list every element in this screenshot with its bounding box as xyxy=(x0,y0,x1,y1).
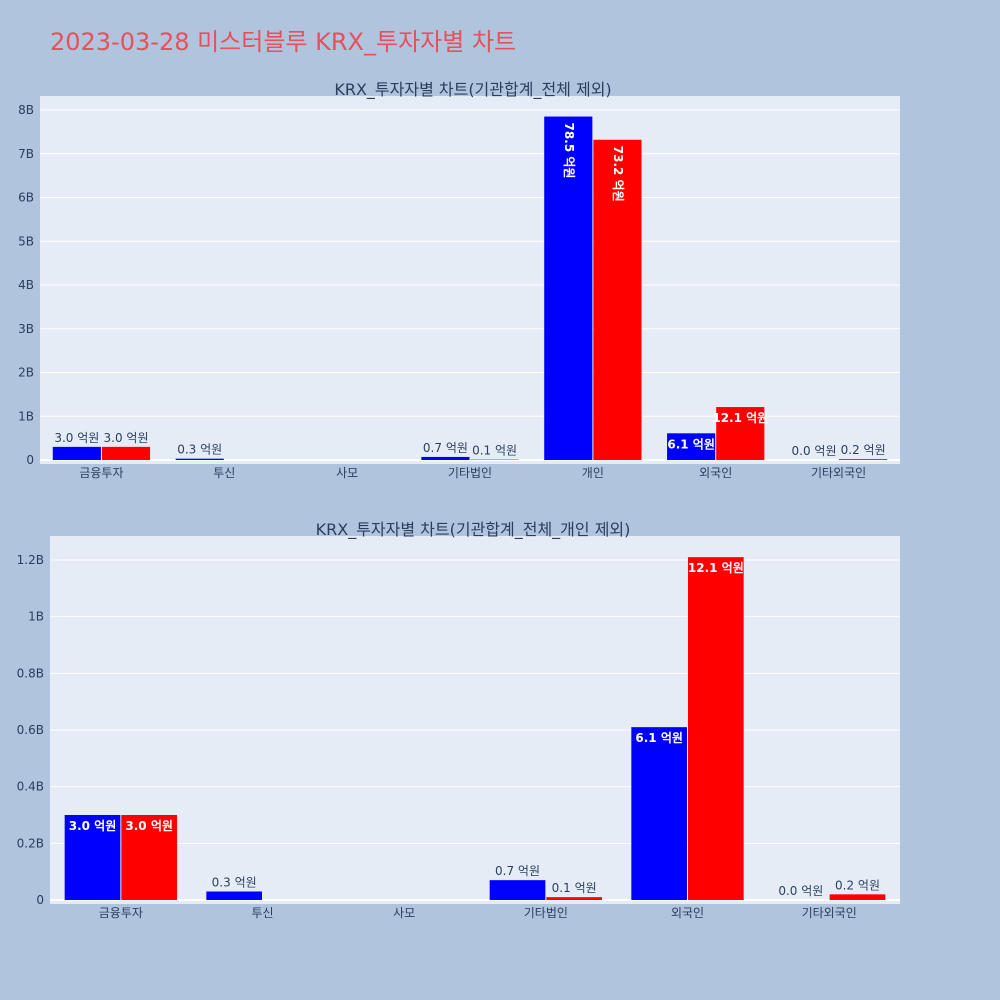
x-tick-label: 투신 xyxy=(251,906,273,920)
data-label: 3.0 억원 xyxy=(69,819,117,833)
y-tick-label: 3B xyxy=(18,322,34,336)
chart-title: KRX_투자자별 차트(기관합계_전체_개인 제외) xyxy=(316,520,631,540)
y-tick-label: 1B xyxy=(28,610,44,624)
x-tick-label: 기타법인 xyxy=(524,906,568,920)
plot-area xyxy=(40,96,900,464)
data-label: 0.3 억원 xyxy=(212,876,257,890)
bar xyxy=(64,815,121,900)
data-label: 0.0 억원 xyxy=(792,444,837,458)
data-label: 3.0 억원 xyxy=(125,819,173,833)
data-label: 3.0 억원 xyxy=(104,431,149,445)
data-label: 3.0 억원 xyxy=(54,431,99,445)
y-tick-label: 0.2B xyxy=(17,836,44,850)
x-tick-label: 사모 xyxy=(393,906,415,920)
page-title: 2023-03-28 미스터블루 KRX_투자자별 차트 xyxy=(50,28,517,56)
bar xyxy=(716,407,765,460)
y-tick-label: 5B xyxy=(18,234,34,248)
x-tick-label: 금융투자 xyxy=(79,466,123,480)
y-tick-label: 8B xyxy=(18,103,34,117)
bar xyxy=(839,459,888,460)
data-label: 0.7 억원 xyxy=(423,441,468,455)
data-label: 12.1 억원 xyxy=(712,411,768,425)
data-label: 0.7 억원 xyxy=(495,864,540,878)
chart-top: KRX_투자자별 차트(기관합계_전체 제외) 0 1B 2B 3B 4B 5B 6B 7B 8… xyxy=(18,80,900,480)
bar xyxy=(52,446,101,460)
data-label: 0.3 억원 xyxy=(177,443,222,457)
data-label: 0.2 억원 xyxy=(835,878,880,892)
chart-title: KRX_투자자별 차트(기관합계_전체 제외) xyxy=(334,80,611,100)
bar xyxy=(544,116,593,460)
y-tick-label: 6B xyxy=(18,191,34,205)
x-tick-label: 사모 xyxy=(336,466,358,480)
bar xyxy=(121,815,177,900)
x-tick-label: 기타외국인 xyxy=(802,906,857,920)
x-tick-label: 투신 xyxy=(213,466,235,480)
data-label: 73.2 억원 xyxy=(611,146,625,202)
data-label: 0.1 억원 xyxy=(472,444,517,458)
x-tick-label: 금융투자 xyxy=(99,906,143,920)
data-label: 78.5 억원 xyxy=(562,123,576,179)
data-label: 6.1 억원 xyxy=(667,437,715,451)
bar xyxy=(101,446,151,460)
chart-bottom: KRX_투자자별 차트(기관합계_전체_개인 제외) 0 0.2B 0.4B 0.6B… xyxy=(17,520,900,920)
y-tick-label: 0.6B xyxy=(17,723,44,737)
data-label: 0.2 억원 xyxy=(841,443,886,457)
bar xyxy=(829,894,886,900)
bar xyxy=(489,880,546,900)
x-tick-label: 외국인 xyxy=(699,466,732,480)
bar xyxy=(421,456,470,460)
bar xyxy=(593,139,642,460)
bar xyxy=(546,897,602,900)
x-tick-label: 기타외국인 xyxy=(811,466,866,480)
bar xyxy=(206,891,262,900)
data-label: 0.0 억원 xyxy=(778,884,823,898)
y-tick-label: 2B xyxy=(18,366,34,380)
data-label: 0.1 억원 xyxy=(552,881,597,895)
x-tick-label: 외국인 xyxy=(671,906,704,920)
y-tick-label: 0 xyxy=(36,893,44,907)
x-tick-label: 개인 xyxy=(582,466,604,480)
y-tick-label: 7B xyxy=(18,147,34,161)
plot-area xyxy=(50,536,900,904)
y-tick-label: 1.2B xyxy=(17,553,44,567)
bar xyxy=(631,727,687,900)
x-tick-label: 기타법인 xyxy=(448,466,492,480)
y-tick-label: 0.8B xyxy=(17,666,44,680)
y-tick-label: 1B xyxy=(18,409,34,423)
bar xyxy=(175,458,224,460)
y-tick-label: 0.4B xyxy=(17,780,44,794)
y-tick-label: 0 xyxy=(26,453,34,467)
y-tick-label: 4B xyxy=(18,278,34,292)
bar xyxy=(667,433,716,460)
bar xyxy=(688,557,744,900)
data-label: 6.1 억원 xyxy=(635,731,683,745)
data-label: 12.1 억원 xyxy=(688,561,744,575)
